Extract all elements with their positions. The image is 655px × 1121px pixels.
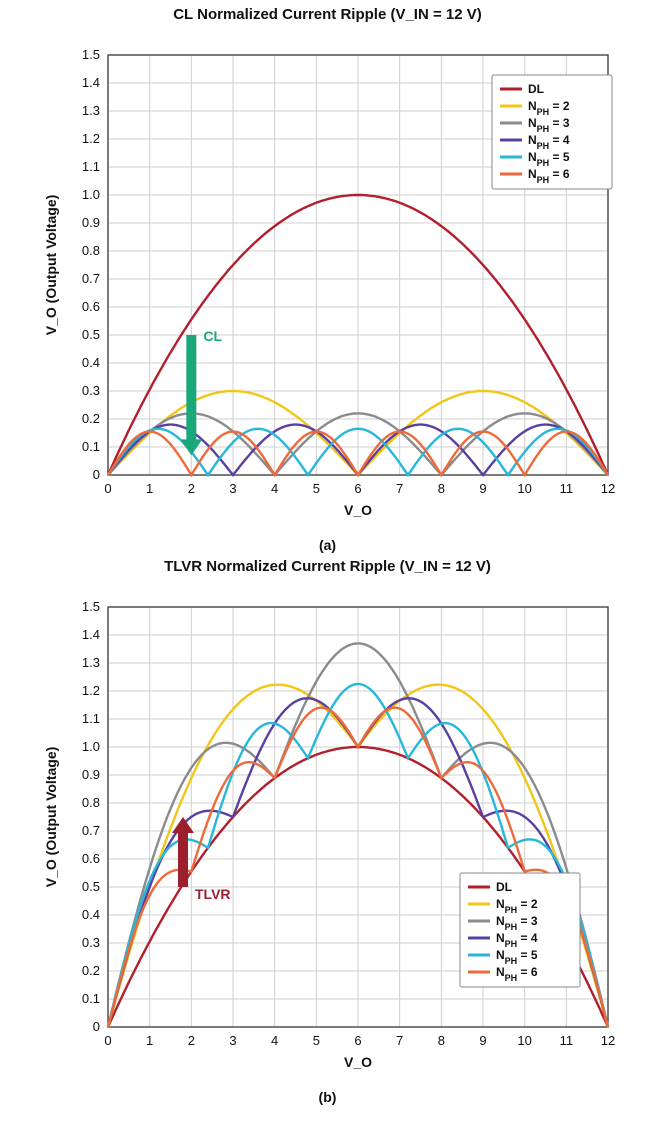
chart-b-title: TLVR Normalized Current Ripple (V_IN = 1…	[0, 558, 655, 575]
svg-text:1.2: 1.2	[81, 683, 99, 698]
annotation-label: CL	[203, 328, 222, 344]
svg-text:1.1: 1.1	[81, 711, 99, 726]
svg-text:5: 5	[312, 1033, 319, 1048]
svg-text:V_O (Output Voltage): V_O (Output Voltage)	[43, 747, 59, 888]
svg-text:1.4: 1.4	[81, 75, 99, 90]
svg-text:8: 8	[437, 1033, 444, 1048]
svg-text:7: 7	[396, 481, 403, 496]
svg-text:0.2: 0.2	[81, 411, 99, 426]
svg-text:9: 9	[479, 1033, 486, 1048]
svg-text:0.6: 0.6	[81, 851, 99, 866]
svg-text:0.9: 0.9	[81, 215, 99, 230]
svg-text:1.3: 1.3	[81, 103, 99, 118]
svg-text:12: 12	[600, 1033, 614, 1048]
svg-text:1: 1	[146, 481, 153, 496]
svg-text:0.2: 0.2	[81, 963, 99, 978]
svg-text:0: 0	[104, 1033, 111, 1048]
chart-b-svg: 012345678910111200.10.20.30.40.50.60.70.…	[8, 579, 648, 1083]
chart-a-title: CL Normalized Current Ripple (V_IN = 12 …	[0, 6, 655, 23]
svg-text:0.8: 0.8	[81, 243, 99, 258]
svg-text:0.7: 0.7	[81, 271, 99, 286]
legend: DLNPH = 2NPH = 3NPH = 4NPH = 5NPH = 6	[492, 75, 612, 189]
svg-text:6: 6	[354, 481, 361, 496]
svg-text:4: 4	[271, 481, 278, 496]
svg-text:9: 9	[479, 481, 486, 496]
svg-text:4: 4	[271, 1033, 278, 1048]
svg-text:10: 10	[517, 1033, 531, 1048]
svg-text:1.3: 1.3	[81, 655, 99, 670]
svg-text:DL: DL	[496, 880, 512, 894]
annotation-label: TLVR	[195, 886, 231, 902]
svg-text:1.5: 1.5	[81, 47, 99, 62]
svg-text:0.5: 0.5	[81, 327, 99, 342]
svg-text:8: 8	[437, 481, 444, 496]
svg-text:6: 6	[354, 1033, 361, 1048]
svg-text:0: 0	[92, 1019, 99, 1034]
svg-text:0.3: 0.3	[81, 935, 99, 950]
chart-b-block: TLVR Normalized Current Ripple (V_IN = 1…	[0, 558, 655, 1105]
svg-text:V_O: V_O	[343, 502, 371, 518]
svg-text:7: 7	[396, 1033, 403, 1048]
chart-a-block: CL Normalized Current Ripple (V_IN = 12 …	[0, 6, 655, 553]
svg-text:0.1: 0.1	[81, 991, 99, 1006]
svg-text:11: 11	[559, 481, 573, 496]
svg-text:2: 2	[187, 1033, 194, 1048]
chart-a-subfig: (a)	[0, 537, 655, 553]
svg-text:DL: DL	[528, 82, 544, 96]
svg-text:1.0: 1.0	[81, 187, 99, 202]
svg-text:0: 0	[92, 467, 99, 482]
svg-text:5: 5	[312, 481, 319, 496]
svg-text:1: 1	[146, 1033, 153, 1048]
svg-text:1.5: 1.5	[81, 599, 99, 614]
svg-text:V_O: V_O	[343, 1054, 371, 1070]
svg-text:0.6: 0.6	[81, 299, 99, 314]
svg-text:1.4: 1.4	[81, 627, 99, 642]
svg-text:0.9: 0.9	[81, 767, 99, 782]
svg-text:V_O (Output Voltage): V_O (Output Voltage)	[43, 195, 59, 336]
svg-text:1.1: 1.1	[81, 159, 99, 174]
svg-text:10: 10	[517, 481, 531, 496]
svg-text:0.3: 0.3	[81, 383, 99, 398]
svg-text:0.1: 0.1	[81, 439, 99, 454]
svg-text:3: 3	[229, 1033, 236, 1048]
page: CL Normalized Current Ripple (V_IN = 12 …	[0, 0, 655, 1121]
svg-text:0.4: 0.4	[81, 907, 99, 922]
svg-text:1.2: 1.2	[81, 131, 99, 146]
legend: DLNPH = 2NPH = 3NPH = 4NPH = 5NPH = 6	[460, 873, 580, 987]
svg-text:3: 3	[229, 481, 236, 496]
svg-text:12: 12	[600, 481, 614, 496]
svg-text:0.5: 0.5	[81, 879, 99, 894]
svg-text:0.4: 0.4	[81, 355, 99, 370]
svg-text:11: 11	[559, 1033, 573, 1048]
svg-text:0.7: 0.7	[81, 823, 99, 838]
svg-text:1.0: 1.0	[81, 739, 99, 754]
chart-b-subfig: (b)	[0, 1089, 655, 1105]
svg-text:0.8: 0.8	[81, 795, 99, 810]
svg-text:2: 2	[187, 481, 194, 496]
chart-a-svg: 012345678910111200.10.20.30.40.50.60.70.…	[8, 27, 648, 531]
svg-text:0: 0	[104, 481, 111, 496]
